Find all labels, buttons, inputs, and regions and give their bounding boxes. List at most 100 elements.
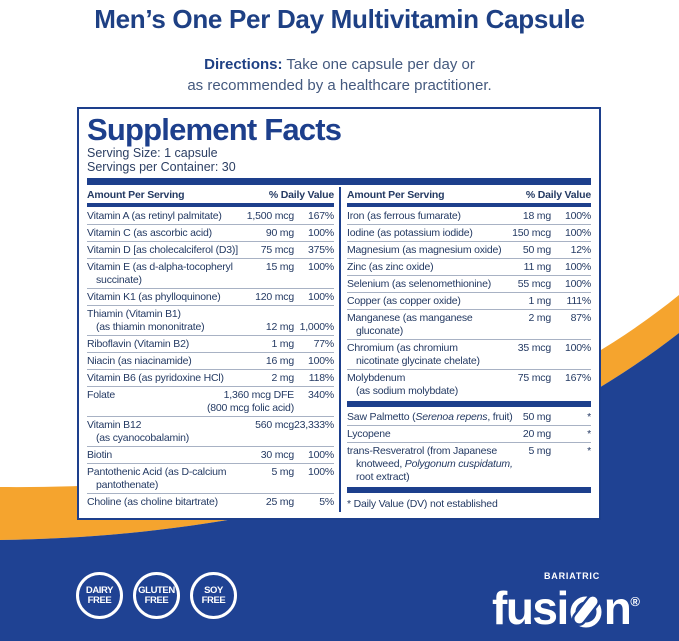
logo-fusion-text: fusi n® bbox=[492, 578, 640, 632]
nutrient-name: Iron (as ferrous fumarate) bbox=[347, 209, 461, 222]
nutrient-amount: 20 mg bbox=[522, 427, 551, 440]
left-rows: Vitamin A (as retinyl palmitate) 1,500 mc… bbox=[87, 208, 334, 510]
badge-dairy-free: DAIRY FREE bbox=[76, 572, 123, 619]
nutrient-name: Pantothenic Acid (as D-calcium pantothena… bbox=[87, 465, 227, 491]
nutrient-daily-value: 100% bbox=[307, 290, 334, 303]
logo-bariatric-text: BARIATRIC bbox=[544, 571, 601, 581]
nutrient-daily-value: 118% bbox=[308, 371, 334, 384]
nutrient-name: Zinc (as zinc oxide) bbox=[347, 260, 434, 273]
table-row: Chromium (as chromium nicotinate glycinat… bbox=[347, 338, 591, 369]
badge-label: FREE bbox=[201, 594, 226, 606]
nutrient-name: Vitamin C (as ascorbic acid) bbox=[87, 226, 212, 239]
badge-label: DAIRY bbox=[85, 584, 114, 596]
nutrient-amount: 30 mcg bbox=[260, 448, 294, 461]
divider-bar bbox=[347, 486, 591, 493]
table-row: Vitamin B6 (as pyridoxine HCl) 2 mg 118% bbox=[87, 368, 334, 386]
nutrient-name: Niacin (as niacinamide) bbox=[87, 354, 192, 367]
nutrient-daily-value: 167% bbox=[307, 209, 334, 222]
nutrient-name: Copper (as copper oxide) bbox=[347, 294, 461, 307]
nutrient-daily-value: 100% bbox=[564, 226, 591, 239]
nutrient-daily-value: 87% bbox=[570, 311, 592, 324]
table-row: Zinc (as zinc oxide) 11 mg 100% bbox=[347, 257, 591, 275]
nutrient-amount: 120 mcg bbox=[255, 290, 294, 303]
column-header: Amount Per Serving % Daily Value bbox=[347, 187, 591, 203]
nutrient-daily-value: * bbox=[587, 410, 591, 423]
nutrient-amount: 50 mg bbox=[522, 410, 551, 423]
table-row: Riboflavin (Vitamin B2) 1 mg 77% bbox=[87, 334, 335, 352]
nutrient-name: Saw Palmetto (Serenoa repens, fruit) bbox=[347, 410, 513, 423]
nutrient-amount: 2 mg bbox=[271, 371, 294, 384]
table-row: Choline (as choline bitartrate) 25 mg 5% bbox=[87, 492, 334, 510]
nutrient-name: Thiamin (Vitamin B1) (as thiamin mononitr… bbox=[87, 307, 205, 333]
nutrient-amount: 75 mcg bbox=[260, 243, 294, 256]
nutrient-name: Molybdenum (as sodium molybdate) bbox=[347, 371, 459, 397]
servings-per-container: Servings per Container: 30 bbox=[87, 160, 236, 174]
table-row: Iodine (as potassium iodide) 150 mcg 100% bbox=[347, 223, 591, 241]
amount-header-label: Amount Per Serving bbox=[87, 189, 185, 201]
divider-bar bbox=[87, 178, 591, 185]
nutrient-name: Vitamin D [as cholecalciferol (D3)] bbox=[87, 243, 238, 256]
table-row: Vitamin C (as ascorbic acid) 90 mg 100% bbox=[87, 223, 334, 241]
nutrient-daily-value: 100% bbox=[307, 260, 334, 273]
page-title: Men’s One Per Day Multivitamin Capsule bbox=[94, 4, 585, 34]
daily-value-header-label: % Daily Value bbox=[525, 189, 591, 201]
daily-value-footnote: * Daily Value (DV) not established bbox=[347, 497, 498, 510]
table-row: Vitamin K1 (as phylloquinone) 120 mcg 100% bbox=[87, 287, 334, 305]
nutrient-name: Biotin bbox=[87, 448, 113, 461]
nutrient-amount: 5 mg bbox=[528, 444, 551, 457]
header-bar bbox=[347, 203, 591, 207]
nutrient-name: Choline (as choline bitartrate) bbox=[87, 495, 218, 508]
nutrient-daily-value: 5% bbox=[319, 495, 334, 508]
nutrient-amount: 150 mcg bbox=[512, 226, 551, 239]
nutrient-name: Magnesium (as magnesium oxide) bbox=[347, 243, 502, 256]
table-row: Vitamin D [as cholecalciferol (D3)] 75 mc… bbox=[87, 240, 334, 258]
table-row: Copper (as copper oxide) 1 mg 111% bbox=[347, 291, 591, 309]
nutrient-amount: 1 mg bbox=[528, 294, 551, 307]
nutrient-name: Lycopene bbox=[347, 427, 391, 440]
nutrient-daily-value: 77% bbox=[313, 337, 335, 350]
nutrient-amount: 55 mcg bbox=[517, 277, 551, 290]
nutrient-name: Vitamin E (as d-alpha-tocopheryl succinat… bbox=[87, 260, 233, 286]
fusion-o-swoosh-icon bbox=[570, 594, 602, 628]
logo-fusion-end: n bbox=[603, 582, 632, 634]
amount-header-label: Amount Per Serving bbox=[347, 189, 445, 201]
table-row: Thiamin (Vitamin B1) (as thiamin mononitr… bbox=[87, 304, 335, 335]
badge-label: GLUTEN bbox=[138, 584, 175, 596]
directions-line2: as recommended by a healthcare practitio… bbox=[187, 77, 492, 94]
badge-label: FREE bbox=[87, 594, 112, 606]
free-from-badges: DAIRY FREE GLUTEN FREE SOY FREE bbox=[76, 572, 237, 619]
nutrient-amount: 18 mg bbox=[522, 209, 551, 222]
nutrient-name: Vitamin A (as retinyl palmitate) bbox=[87, 209, 222, 222]
nutrient-name: Vitamin B12 (as cyanocobalamin) bbox=[87, 418, 190, 444]
nutrient-name: Selenium (as selenomethionine) bbox=[347, 277, 491, 290]
nutrient-amount: 90 mg bbox=[265, 226, 294, 239]
badge-gluten-free: GLUTEN FREE bbox=[133, 572, 180, 619]
table-row: Vitamin B12 (as cyanocobalamin) 560 mcg 23,… bbox=[87, 415, 335, 446]
nutrient-daily-value: 167% bbox=[564, 371, 591, 384]
nutrient-daily-value: 375% bbox=[307, 243, 334, 256]
directions-line1: Take one capsule per day or bbox=[286, 56, 475, 73]
table-row: Lycopene 20 mg * bbox=[347, 424, 591, 442]
brand-logo: BARIATRIC fusi n® bbox=[492, 566, 672, 632]
nutrient-daily-value: 100% bbox=[564, 277, 591, 290]
nutrient-name: Manganese (as manganese gluconate) bbox=[347, 311, 473, 337]
nutrient-name: Chromium (as chromium nicotinate glycinat… bbox=[347, 341, 480, 367]
table-row: Magnesium (as magnesium oxide) 50 mg 12% bbox=[347, 240, 591, 258]
nutrient-daily-value: 340% bbox=[307, 388, 334, 401]
daily-value-header-label: % Daily Value bbox=[268, 189, 334, 201]
table-row: Vitamin E (as d-alpha-tocopheryl succinat… bbox=[87, 257, 334, 288]
nutrient-daily-value: 1,000% bbox=[299, 320, 335, 333]
table-row: Pantothenic Acid (as D-calcium pantothena… bbox=[87, 462, 334, 493]
column-header: Amount Per Serving % Daily Value bbox=[87, 187, 334, 203]
left-column: Amount Per Serving % Daily Value Vitamin… bbox=[87, 187, 339, 512]
nutrient-amount: 560 mcg bbox=[255, 418, 294, 431]
serving-size: Serving Size: 1 capsule bbox=[87, 146, 218, 160]
table-row: Selenium (as selenomethionine) 55 mcg 100% bbox=[347, 274, 591, 292]
nutrient-daily-value: 100% bbox=[307, 354, 334, 367]
supplement-facts-panel: Supplement Facts Serving Size: 1 capsule… bbox=[77, 107, 601, 520]
nutrient-daily-value: 23,333% bbox=[294, 418, 335, 431]
table-row: Folate 1,360 mcg DFE (800 mcg folic acid) 3… bbox=[87, 385, 334, 416]
facts-table: Amount Per Serving % Daily Value Vitamin… bbox=[87, 187, 591, 512]
nutrient-amount: 1,360 mcg DFE (800 mcg folic acid) bbox=[206, 388, 294, 414]
right-rows: Iron (as ferrous fumarate) 18 mg 100% Iodin… bbox=[347, 208, 591, 493]
